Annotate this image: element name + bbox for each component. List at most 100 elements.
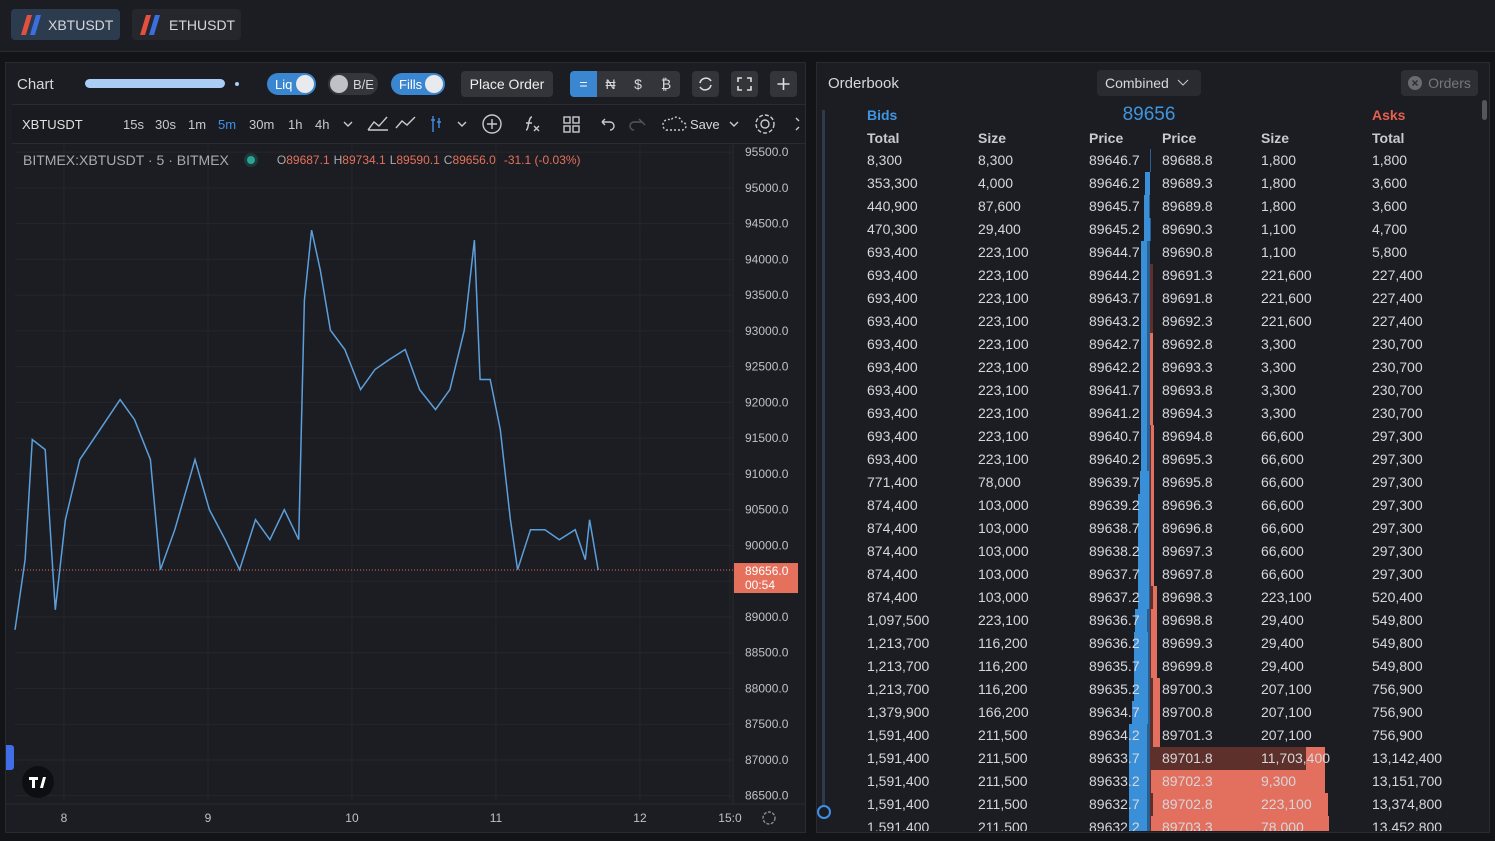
orderbook-cell: 89690.8	[1162, 244, 1213, 260]
currency-button[interactable]: ₦	[597, 71, 624, 97]
currency-button[interactable]: ₿	[652, 71, 680, 97]
orderbook-cell: 89644.7	[1089, 244, 1140, 260]
tv-logo	[22, 766, 54, 798]
orderbook-cell: 89632.7	[1089, 796, 1140, 812]
y-tick-label: 93000.0	[745, 324, 789, 338]
orderbook-cell: 4,000	[978, 175, 1014, 191]
orderbook-cell: 89645.7	[1089, 198, 1140, 214]
currency-button[interactable]: $	[624, 71, 652, 97]
orderbook-cell: 223,100	[1261, 589, 1312, 605]
interval[interactable]: 1m	[188, 117, 207, 132]
x-tick-label: 12	[633, 811, 647, 825]
side-tab[interactable]	[6, 745, 14, 770]
orderbook-cell: 297,300	[1372, 520, 1423, 536]
bid-size-bar	[1148, 471, 1150, 494]
y-tick-label: 94500.0	[745, 217, 789, 231]
settings-icon	[762, 811, 776, 825]
bid-depth-bar	[1140, 241, 1150, 264]
bid-size-bar	[1147, 816, 1150, 831]
currency-button[interactable]: =	[570, 71, 597, 97]
orderbook-cell: 3,300	[1261, 405, 1297, 421]
tab[interactable]: XBTUSDT	[11, 9, 120, 40]
orderbook-cell: 89633.2	[1089, 773, 1140, 789]
scroll-handle[interactable]	[817, 805, 831, 819]
orderbook-cell: 3,600	[1372, 175, 1408, 191]
place-order-button[interactable]: Place Order	[461, 71, 553, 97]
orderbook-cell: 297,300	[1372, 566, 1423, 582]
orderbook-cell: 227,400	[1372, 313, 1423, 329]
orderbook-cell: 89646.2	[1089, 175, 1140, 191]
orderbook-cell: 230,700	[1372, 382, 1423, 398]
orderbook-cell: 89693.3	[1162, 359, 1213, 375]
bid-depth-bar	[1140, 425, 1150, 448]
tab[interactable]: ETHUSDT	[132, 9, 241, 40]
interval[interactable]: 5m	[218, 117, 237, 132]
column-header: Total	[1372, 130, 1405, 146]
orderbook-cell: 230,700	[1372, 405, 1423, 421]
orderbook-cell: 297,300	[1372, 451, 1423, 467]
orderbook-cell: 9,300	[1261, 773, 1297, 789]
countdown: 00:54	[745, 578, 775, 592]
orderbook-cell: 89694.8	[1162, 428, 1213, 444]
ask-depth-bar	[1150, 586, 1157, 609]
interval[interactable]: 4h	[315, 117, 330, 132]
bid-depth-bar	[1140, 264, 1150, 287]
orderbook-rows: 8,300 8,300 89646.7 89688.8 1,800 1,800 353,30…	[816, 149, 1484, 831]
column-header: Total	[867, 130, 900, 146]
orderbook-cell: 89700.3	[1162, 681, 1213, 697]
interval[interactable]: 15s	[123, 117, 144, 132]
bid-size-bar	[1147, 448, 1150, 471]
bid-depth-bar	[1143, 218, 1150, 241]
scrollbar[interactable]	[1482, 100, 1487, 120]
price-line	[14, 229, 599, 630]
bid-size-bar	[1148, 195, 1150, 218]
orderbook-cell: 230,700	[1372, 359, 1423, 375]
ask-depth-bar	[1150, 379, 1154, 402]
ask-size-bar	[1150, 517, 1151, 540]
orderbook-cell: 89699.8	[1162, 658, 1213, 674]
orderbook-cell: 223,100	[978, 267, 1029, 283]
column-header: Size	[978, 130, 1007, 146]
ohlc-value: 89590.1	[396, 153, 440, 167]
orderbook-cell: 89635.2	[1089, 681, 1140, 697]
refresh-button[interactable]	[692, 71, 719, 97]
save-button[interactable]: Save	[690, 117, 720, 132]
orderbook-cell: 297,300	[1372, 474, 1423, 490]
orderbook-cell: 5,800	[1372, 244, 1408, 260]
orderbook-cell: 89641.7	[1089, 382, 1140, 398]
column-header: Size	[1261, 130, 1290, 146]
orderbook-cell: 3,600	[1372, 198, 1408, 214]
orderbook-cell: 89688.8	[1162, 152, 1213, 168]
bid-size-bar	[1147, 287, 1150, 310]
bid-depth-bar	[1128, 770, 1150, 793]
bid-depth-bar	[1138, 517, 1150, 540]
orderbook-cell: 874,400	[867, 520, 918, 536]
orders-button[interactable]: Orders	[1401, 70, 1478, 96]
toggle[interactable]: B/E	[328, 73, 378, 95]
toggle[interactable]: Fills	[391, 73, 445, 95]
symbol[interactable]: XBTUSDT	[22, 117, 83, 132]
slider[interactable]	[85, 79, 225, 88]
logo	[21, 15, 41, 35]
ask-depth-bar	[1150, 632, 1158, 655]
bid-depth-bar	[1145, 172, 1150, 195]
fullscreen-button[interactable]	[731, 71, 758, 97]
interval[interactable]: 1h	[288, 117, 303, 132]
orderbook-cell: 4,700	[1372, 221, 1408, 237]
ask-depth-bar	[1150, 701, 1161, 724]
panel-title: Orderbook	[828, 75, 899, 92]
knob	[425, 75, 443, 93]
orderbook-cell: 87,600	[978, 198, 1021, 214]
orderbook-cell: 230,700	[1372, 336, 1423, 352]
orderbook-cell: 221,600	[1261, 313, 1312, 329]
toggle[interactable]: Liq	[267, 73, 316, 95]
interval[interactable]: 30m	[249, 117, 275, 132]
interval[interactable]: 30s	[155, 117, 176, 132]
orderbook-cell: 89636.7	[1089, 612, 1140, 628]
orderbook-cell: 103,000	[978, 497, 1029, 513]
mode-dropdown[interactable]: Combined	[1097, 70, 1201, 96]
y-tick-label: 95500.0	[745, 145, 789, 159]
y-tick-label: 91500.0	[745, 431, 789, 445]
ask-depth-bar	[1150, 448, 1154, 471]
